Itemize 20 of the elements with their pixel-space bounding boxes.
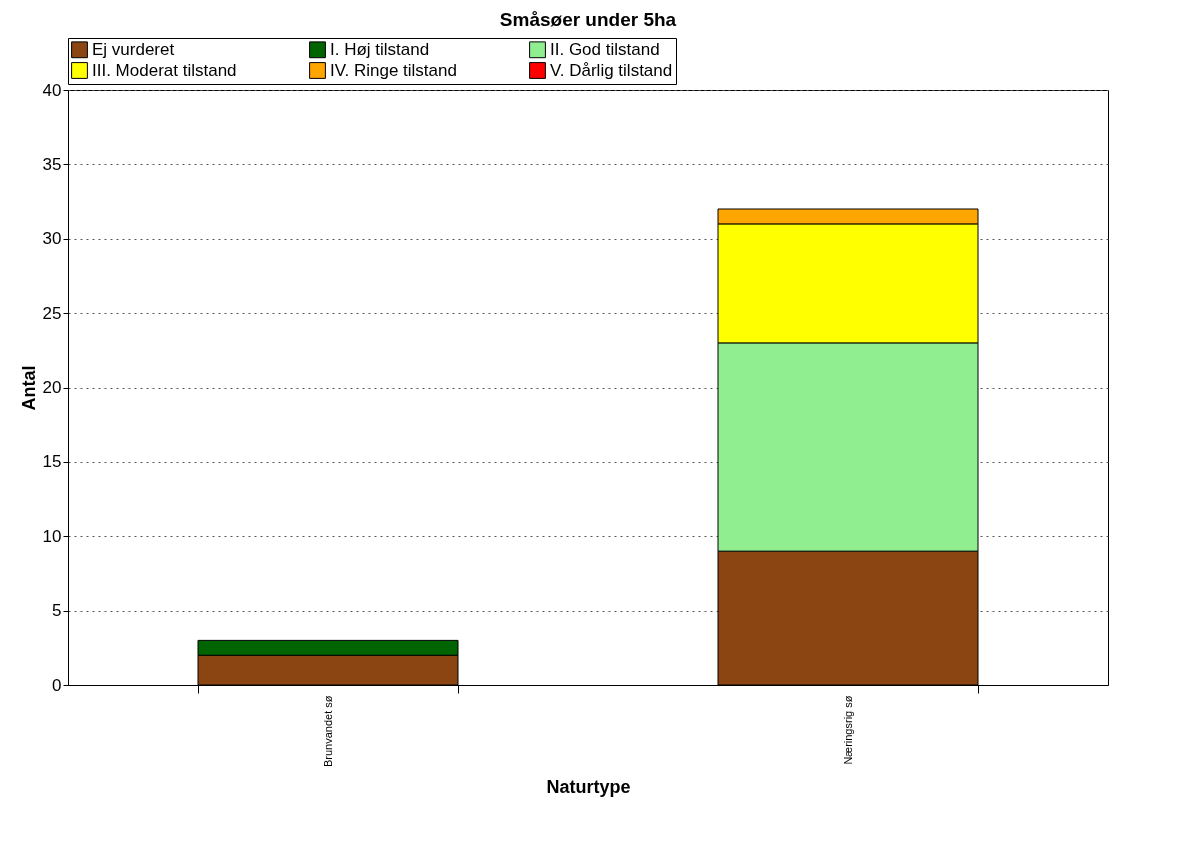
y-tick-label: 35 bbox=[42, 154, 62, 174]
y-tick-label: 30 bbox=[42, 229, 62, 249]
legend-label: IV. Ringe tilstand bbox=[330, 60, 457, 80]
chart-title: Småsøer under 5ha bbox=[499, 8, 677, 30]
x-tick-label: Næringsrig sø bbox=[841, 695, 854, 765]
legend-label: Ej vurderet bbox=[92, 39, 175, 59]
legend-label: V. Dårlig tilstand bbox=[550, 60, 673, 80]
legend-label: I. Høj tilstand bbox=[330, 39, 430, 59]
legend-label: II. God tilstand bbox=[550, 39, 660, 59]
y-tick-label: 20 bbox=[42, 378, 62, 397]
y-axis-title: Antal bbox=[18, 365, 39, 411]
y-tick-label: 25 bbox=[42, 303, 62, 323]
y-tick-label: 0 bbox=[52, 675, 62, 695]
y-tick-label: 5 bbox=[52, 601, 62, 621]
y-tick-label: 15 bbox=[42, 452, 62, 472]
y-tick-label: 40 bbox=[42, 80, 62, 100]
x-tick-label: Brunvandet sø bbox=[321, 695, 334, 768]
x-axis-title: Naturtype bbox=[546, 777, 631, 798]
legend-label: III. Moderat tilstand bbox=[92, 60, 237, 80]
y-tick-label: 10 bbox=[42, 526, 62, 546]
